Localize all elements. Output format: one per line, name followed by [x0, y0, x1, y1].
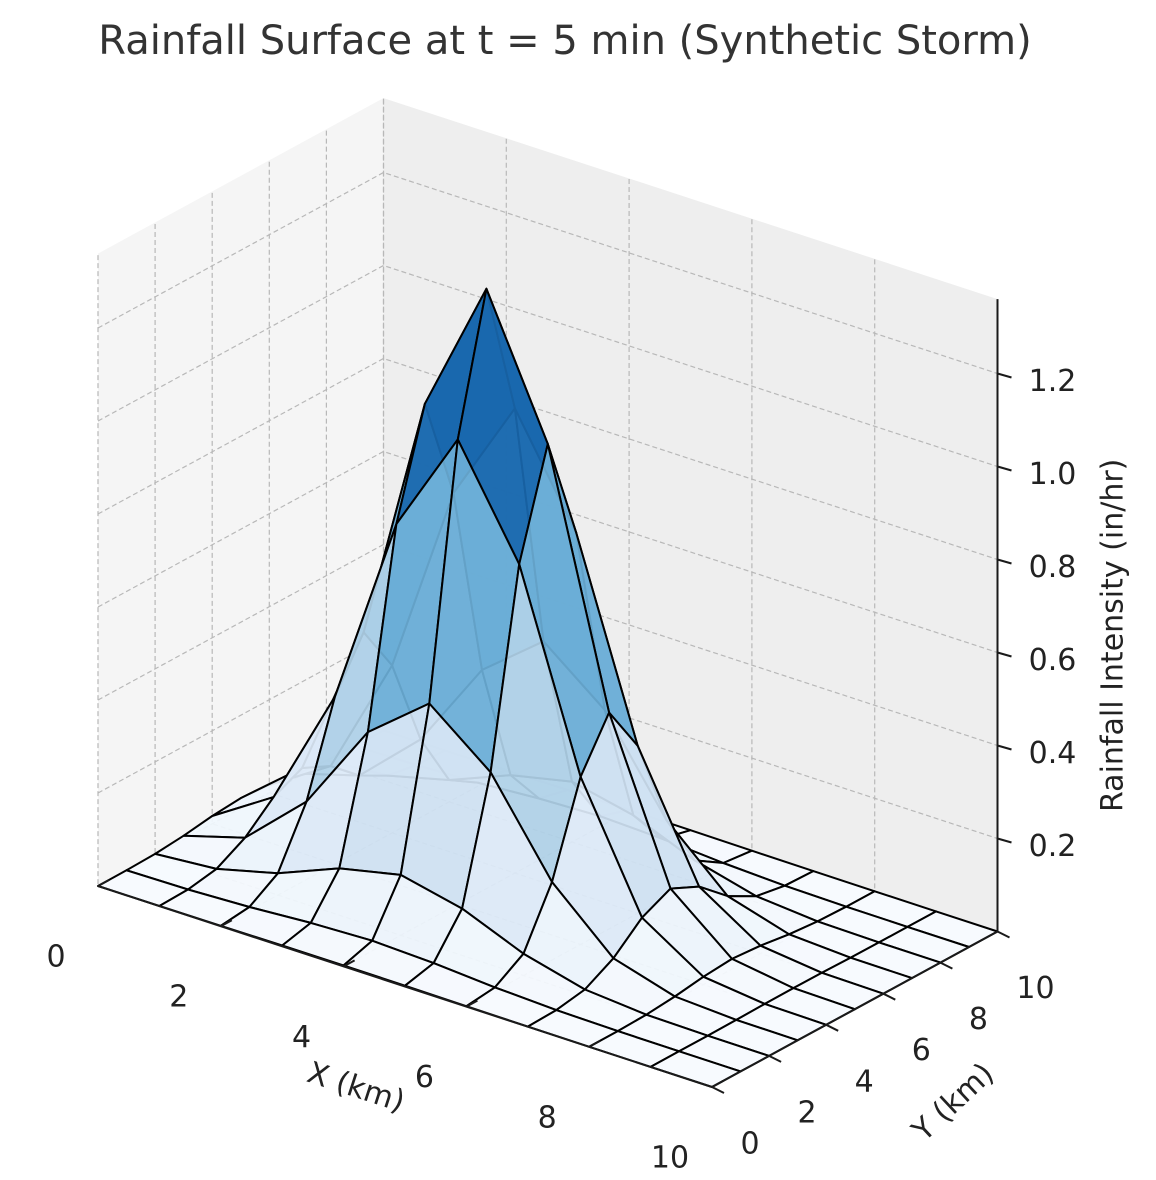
tick-labels: 0 2 4 6 8 10 0 2 4 6 8 10 0.2 0.4 0.6 0.8 1.0 1.2 [46, 364, 1076, 1176]
y-tick-label: 0 [740, 1127, 759, 1162]
grid-line-z [97, 450, 998, 654]
x-axis-label: X (km) [303, 1055, 409, 1119]
y-tick-mark [939, 961, 953, 970]
grid-line-z [97, 543, 998, 747]
grid-line-z [97, 357, 998, 561]
x-axis-line [97, 885, 713, 1088]
x-tick-label: 2 [169, 980, 188, 1015]
x-tick-mark [711, 1080, 724, 1088]
x-tick-mark [220, 919, 233, 928]
y-axis-line [711, 930, 998, 1088]
grid-line-y [382, 98, 998, 933]
z-tick-mark [997, 558, 1012, 565]
grid-line-z [97, 636, 998, 840]
y-tick-mark [711, 1086, 725, 1094]
pane-left [98, 98, 384, 887]
z-axis-label: Rainfall Intensity (in/hr) [1096, 459, 1131, 812]
grid-line-y [97, 253, 713, 1088]
grid-line-y [325, 129, 941, 964]
z-tick-label: 0.6 [1029, 643, 1077, 678]
y-axis-label: Y (km) [905, 1056, 1001, 1149]
z-tick-label: 0.4 [1029, 736, 1077, 771]
z-tick-label: 0.2 [1029, 829, 1077, 864]
y-tick-label: 8 [969, 1002, 988, 1037]
x-tick-mark [343, 959, 356, 968]
z-tick-label: 1.0 [1029, 457, 1077, 492]
z-tick-label: 0.8 [1029, 550, 1077, 585]
x-tick-mark [465, 999, 478, 1008]
z-tick-label: 1.2 [1029, 364, 1077, 399]
y-tick-label: 4 [855, 1064, 874, 1099]
z-tick-mark [997, 837, 1012, 844]
grid-line-z [97, 171, 998, 375]
y-tick-label: 6 [912, 1033, 931, 1068]
y-tick-mark [997, 930, 1010, 939]
grid-line-z [97, 264, 998, 468]
axes [97, 299, 1012, 1094]
y-tick-mark [882, 992, 896, 1001]
x-tick-label: 10 [651, 1141, 689, 1176]
chart-title: Rainfall Surface at t = 5 min (Synthetic… [98, 18, 1031, 64]
x-tick-mark [97, 879, 110, 887]
surface-mesh [97, 287, 999, 1088]
z-tick-mark [997, 744, 1012, 751]
y-tick-label: 2 [798, 1095, 817, 1130]
x-tick-label: 8 [538, 1100, 557, 1135]
y-tick-label: 10 [1016, 971, 1054, 1006]
x-tick-label: 6 [415, 1060, 434, 1095]
y-tick-mark [768, 1055, 782, 1063]
z-tick-mark [997, 651, 1012, 658]
x-tick-label: 4 [292, 1020, 311, 1055]
z-tick-mark [997, 465, 1012, 472]
grid-line-y [154, 222, 770, 1057]
x-tick-mark [588, 1039, 601, 1048]
x-tick-label: 0 [46, 940, 65, 975]
grid-line-y [211, 191, 827, 1026]
y-tick-mark [825, 1023, 839, 1032]
z-tick-mark [997, 372, 1012, 379]
grid-line-y [268, 160, 884, 995]
